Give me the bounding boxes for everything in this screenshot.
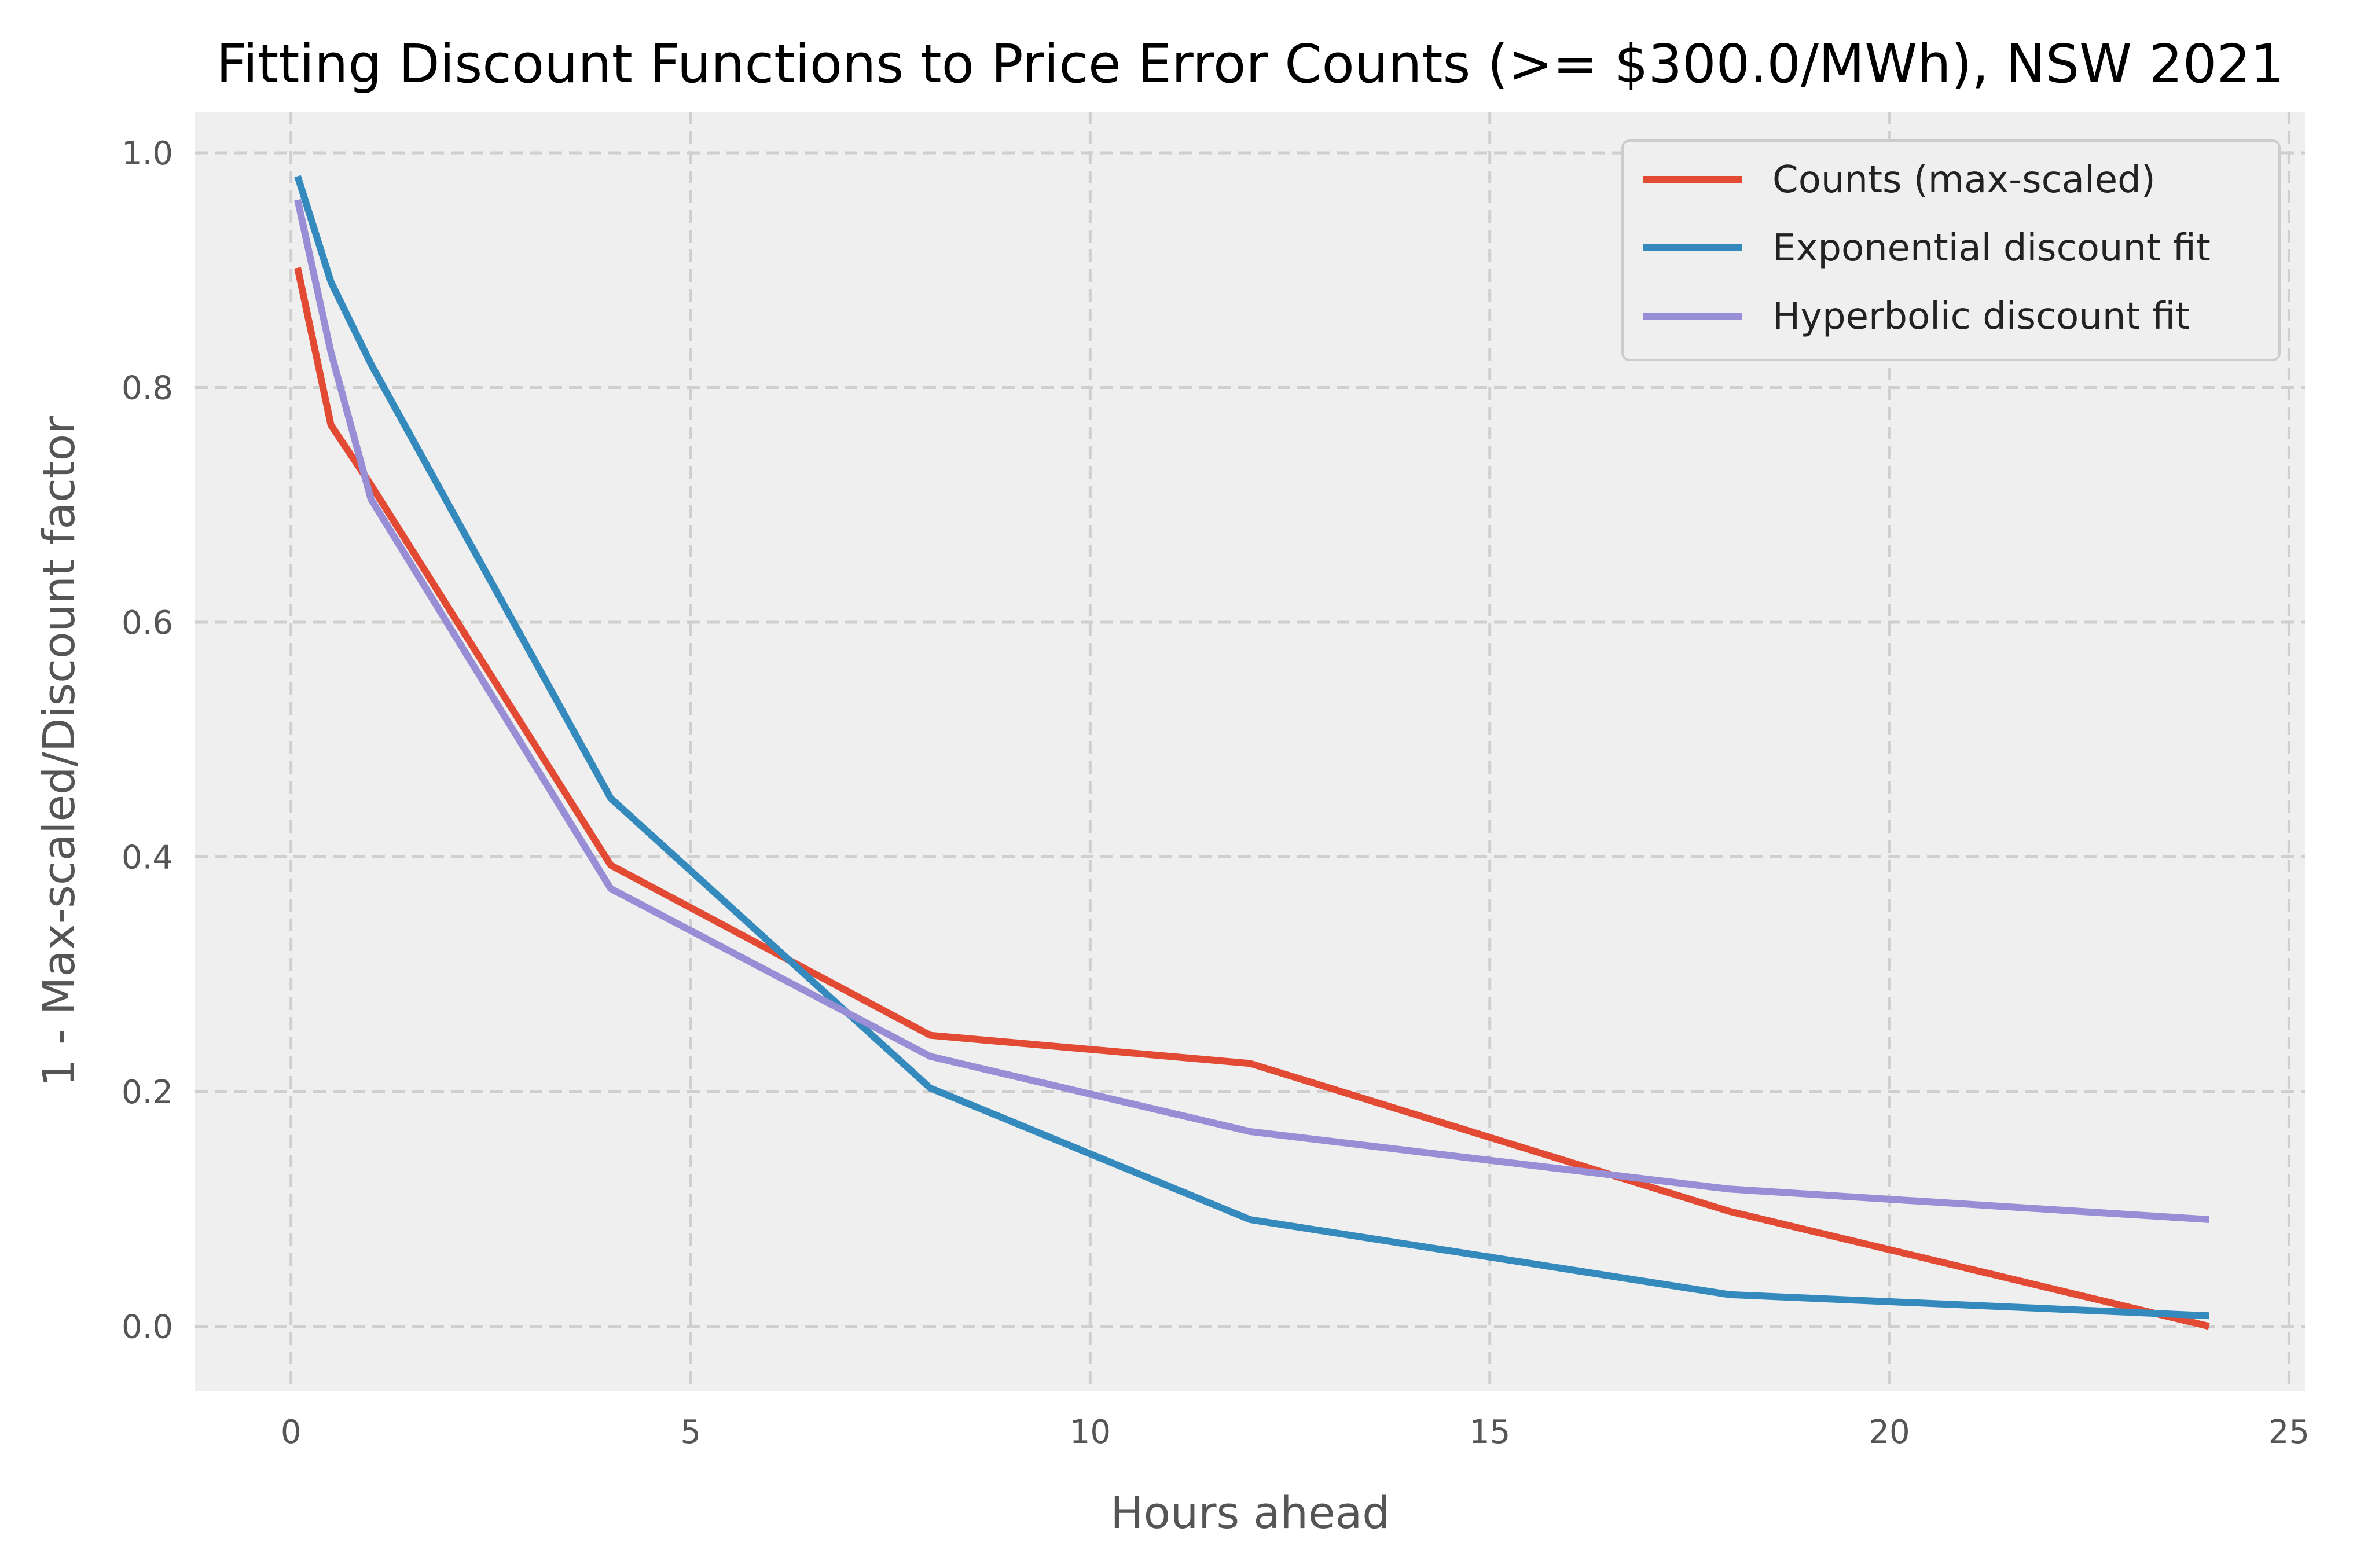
legend-label-1: Counts (max-scaled) bbox=[1772, 159, 2156, 201]
y-tick-label: 0.2 bbox=[122, 1074, 173, 1111]
series-lines bbox=[294, 175, 2210, 1330]
x-tick-label: 15 bbox=[1469, 1413, 1510, 1451]
x-tick-label: 20 bbox=[1869, 1413, 1910, 1451]
x-tick-labels: 0 5 10 15 20 25 bbox=[281, 1413, 2310, 1451]
series-line-1 bbox=[294, 267, 2210, 1330]
x-gridlines bbox=[289, 112, 2290, 1391]
x-tick-label: 0 bbox=[281, 1413, 302, 1451]
legend-label-3: Hyperbolic discount fit bbox=[1772, 295, 2190, 338]
y-axis-label: 1 - Max-scaled/Discount factor bbox=[33, 416, 85, 1087]
x-tick-label: 10 bbox=[1070, 1413, 1111, 1451]
series-line-3 bbox=[294, 199, 2209, 1223]
legend: Counts (max-scaled) Exponential discount … bbox=[1621, 139, 2281, 361]
y-tick-label: 0.8 bbox=[122, 369, 173, 407]
chart-title: Fitting Discount Functions to Price Erro… bbox=[216, 33, 2284, 95]
x-axis-label: Hours ahead bbox=[1110, 1487, 1390, 1538]
legend-label-2: Exponential discount fit bbox=[1772, 227, 2211, 270]
y-tick-label: 0.0 bbox=[122, 1308, 173, 1346]
x-tick-label: 5 bbox=[680, 1413, 701, 1451]
y-tick-label: 1.0 bbox=[122, 135, 173, 172]
x-tick-label: 25 bbox=[2268, 1413, 2310, 1451]
y-tick-label: 0.4 bbox=[122, 839, 173, 876]
series-line-2 bbox=[294, 175, 2209, 1320]
y-tick-labels: 0.0 0.2 0.4 0.6 0.8 1.0 bbox=[122, 135, 173, 1346]
y-tick-label: 0.6 bbox=[122, 604, 173, 642]
legend-box bbox=[1621, 139, 2281, 361]
